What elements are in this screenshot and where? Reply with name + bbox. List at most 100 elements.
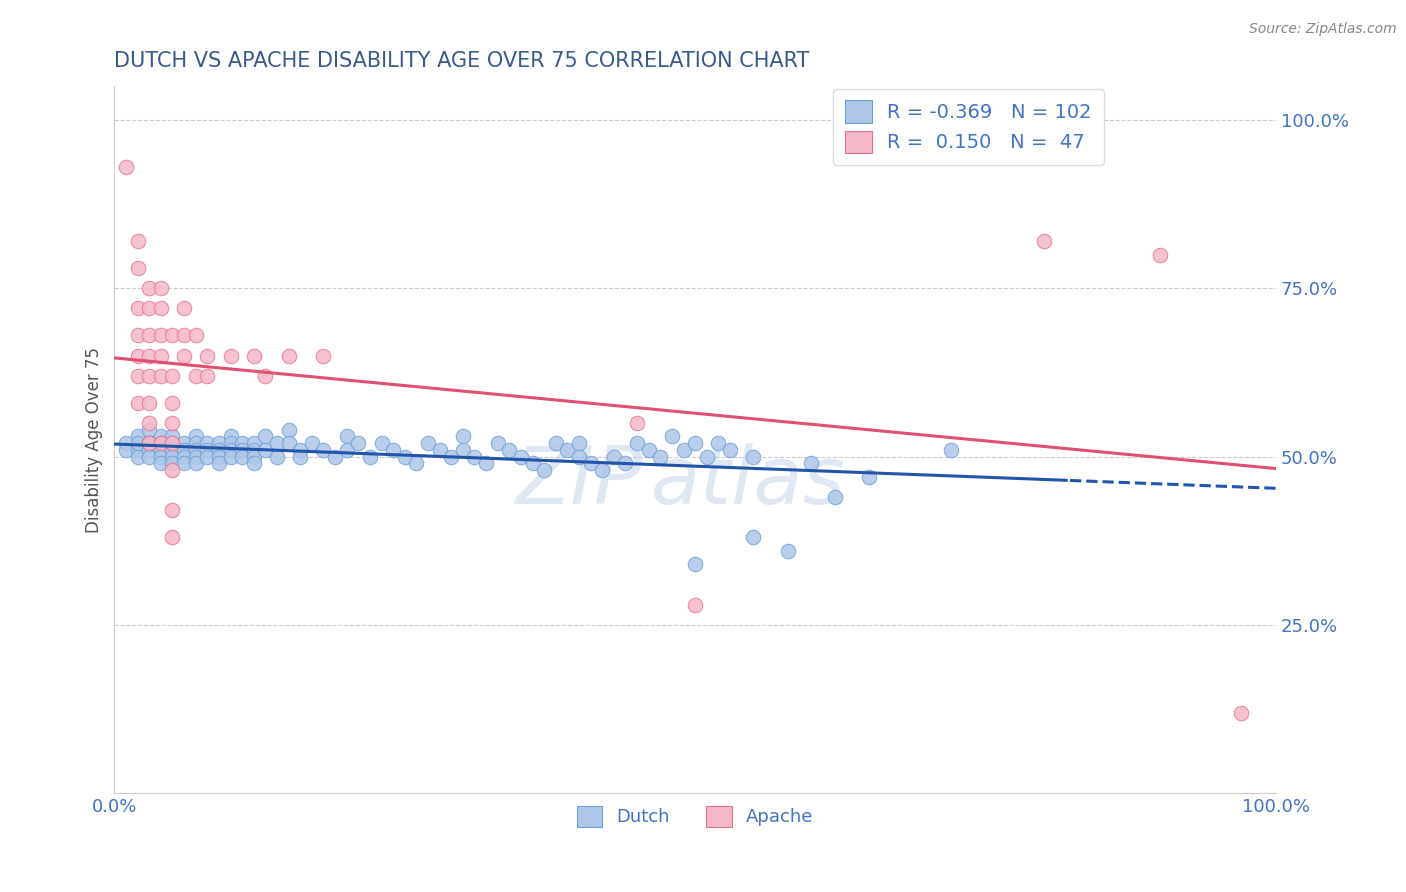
Point bbox=[184, 436, 207, 450]
Point bbox=[138, 436, 160, 450]
Point bbox=[162, 530, 184, 544]
Point bbox=[858, 470, 880, 484]
Point bbox=[138, 450, 160, 464]
Point bbox=[162, 456, 184, 470]
Point bbox=[138, 423, 160, 437]
Point bbox=[254, 442, 277, 457]
Point bbox=[1149, 247, 1171, 261]
Point bbox=[127, 260, 149, 275]
Point bbox=[683, 436, 706, 450]
Point bbox=[290, 450, 312, 464]
Point bbox=[939, 442, 962, 457]
Point bbox=[149, 436, 172, 450]
Point bbox=[173, 436, 195, 450]
Point bbox=[149, 281, 172, 295]
Point bbox=[149, 450, 172, 464]
Point bbox=[173, 450, 195, 464]
Point bbox=[243, 450, 266, 464]
Point bbox=[475, 456, 498, 470]
Point bbox=[127, 368, 149, 383]
Point bbox=[195, 368, 218, 383]
Point bbox=[149, 442, 172, 457]
Point bbox=[336, 429, 359, 443]
Point bbox=[231, 442, 253, 457]
Point bbox=[127, 349, 149, 363]
Point bbox=[149, 349, 172, 363]
Point bbox=[184, 442, 207, 457]
Point bbox=[195, 349, 218, 363]
Point bbox=[219, 429, 242, 443]
Point bbox=[742, 450, 765, 464]
Point bbox=[138, 395, 160, 409]
Point bbox=[162, 328, 184, 343]
Point bbox=[115, 436, 138, 450]
Point bbox=[243, 442, 266, 457]
Point bbox=[451, 442, 474, 457]
Point bbox=[277, 349, 299, 363]
Point bbox=[173, 456, 195, 470]
Point bbox=[127, 395, 149, 409]
Point bbox=[127, 442, 149, 457]
Point bbox=[254, 368, 277, 383]
Point bbox=[416, 436, 439, 450]
Point bbox=[394, 450, 416, 464]
Point bbox=[347, 436, 370, 450]
Point bbox=[173, 301, 195, 316]
Point bbox=[162, 436, 184, 450]
Point bbox=[568, 450, 591, 464]
Point bbox=[290, 442, 312, 457]
Point bbox=[277, 436, 299, 450]
Point bbox=[718, 442, 741, 457]
Point bbox=[429, 442, 451, 457]
Point bbox=[195, 436, 218, 450]
Point bbox=[162, 429, 184, 443]
Point bbox=[824, 490, 846, 504]
Point bbox=[359, 450, 381, 464]
Point bbox=[173, 349, 195, 363]
Point bbox=[614, 456, 637, 470]
Text: ZIP: ZIP bbox=[516, 443, 643, 521]
Point bbox=[696, 450, 718, 464]
Point bbox=[336, 442, 359, 457]
Point bbox=[162, 436, 184, 450]
Point bbox=[138, 436, 160, 450]
Point bbox=[162, 503, 184, 517]
Legend: Dutch, Apache: Dutch, Apache bbox=[569, 798, 821, 834]
Point bbox=[219, 450, 242, 464]
Point bbox=[208, 436, 231, 450]
Point bbox=[1032, 234, 1054, 248]
Point bbox=[312, 442, 335, 457]
Point bbox=[301, 436, 323, 450]
Point bbox=[544, 436, 567, 450]
Point bbox=[208, 442, 231, 457]
Y-axis label: Disability Age Over 75: Disability Age Over 75 bbox=[86, 347, 103, 533]
Point bbox=[277, 423, 299, 437]
Point bbox=[115, 160, 138, 174]
Point bbox=[219, 436, 242, 450]
Text: DUTCH VS APACHE DISABILITY AGE OVER 75 CORRELATION CHART: DUTCH VS APACHE DISABILITY AGE OVER 75 C… bbox=[114, 51, 810, 70]
Point bbox=[486, 436, 509, 450]
Point bbox=[138, 442, 160, 457]
Point bbox=[208, 456, 231, 470]
Text: Source: ZipAtlas.com: Source: ZipAtlas.com bbox=[1249, 22, 1396, 37]
Point bbox=[173, 442, 195, 457]
Point bbox=[243, 456, 266, 470]
Point bbox=[138, 328, 160, 343]
Point bbox=[266, 450, 288, 464]
Point bbox=[440, 450, 463, 464]
Point bbox=[231, 450, 253, 464]
Point bbox=[184, 450, 207, 464]
Point bbox=[115, 442, 138, 457]
Point bbox=[626, 436, 648, 450]
Point bbox=[138, 436, 160, 450]
Point bbox=[637, 442, 659, 457]
Point bbox=[522, 456, 544, 470]
Point bbox=[683, 558, 706, 572]
Point bbox=[127, 436, 149, 450]
Point bbox=[254, 429, 277, 443]
Point bbox=[243, 436, 266, 450]
Point bbox=[626, 416, 648, 430]
Point bbox=[231, 436, 253, 450]
Point bbox=[707, 436, 730, 450]
Point bbox=[195, 450, 218, 464]
